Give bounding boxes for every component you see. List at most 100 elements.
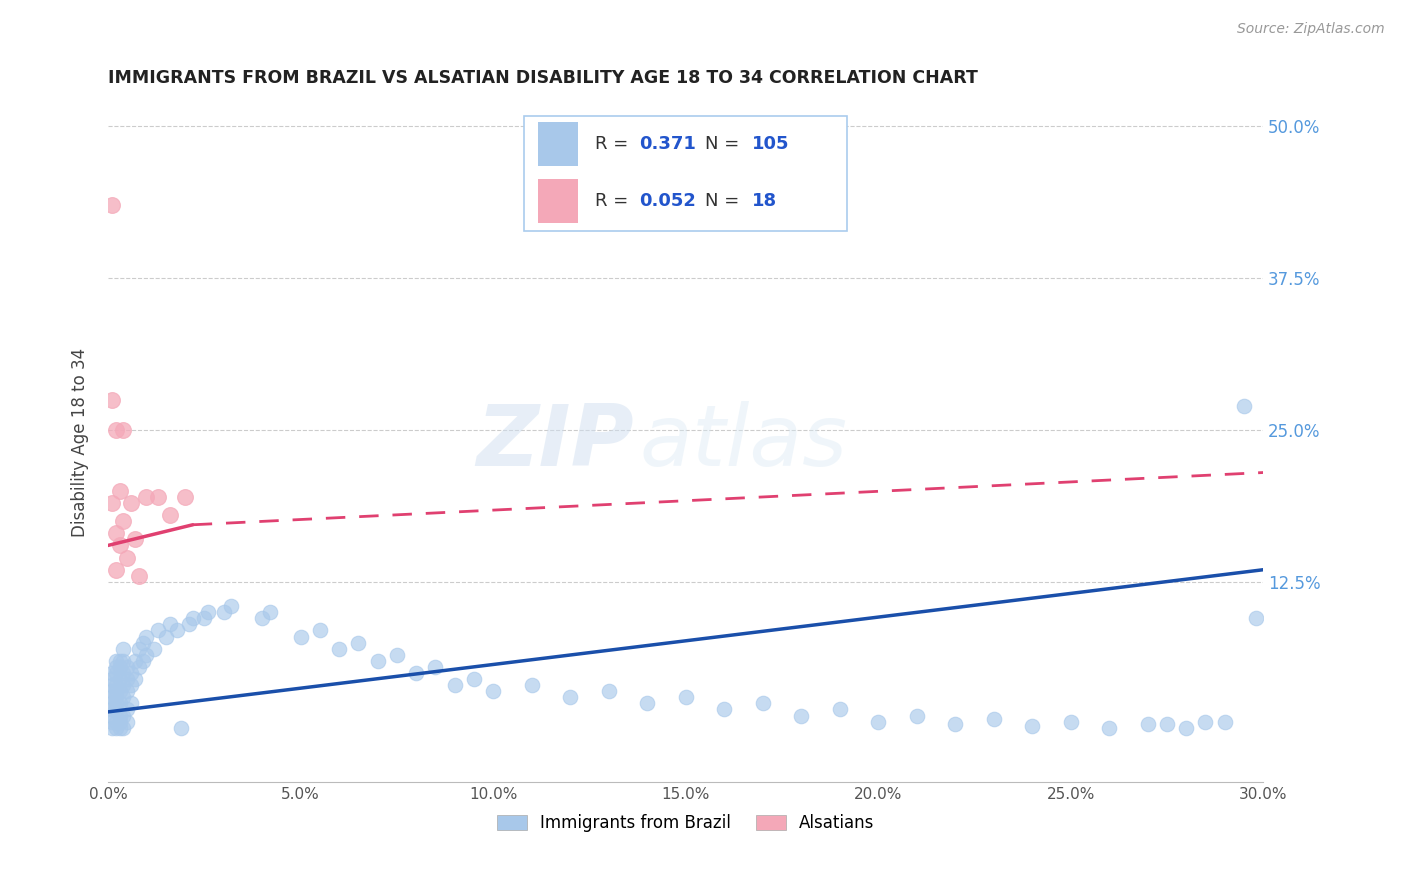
Point bbox=[177, 617, 200, 632]
Point bbox=[120, 678, 142, 692]
Text: 105: 105 bbox=[751, 136, 789, 153]
Point bbox=[135, 630, 157, 644]
Text: Source: ZipAtlas.com: Source: ZipAtlas.com bbox=[1237, 22, 1385, 37]
Point bbox=[108, 714, 131, 729]
Point bbox=[120, 665, 142, 680]
Point bbox=[675, 690, 697, 705]
FancyBboxPatch shape bbox=[537, 122, 578, 166]
Point bbox=[101, 697, 124, 711]
Point bbox=[159, 617, 181, 632]
Point bbox=[101, 690, 124, 705]
Point bbox=[713, 702, 735, 716]
Point bbox=[117, 714, 139, 729]
Point bbox=[112, 654, 135, 668]
Text: ZIP: ZIP bbox=[477, 401, 634, 483]
FancyBboxPatch shape bbox=[537, 178, 578, 223]
Point bbox=[1021, 719, 1043, 733]
Point bbox=[104, 423, 127, 437]
Point bbox=[108, 660, 131, 674]
Point bbox=[135, 490, 157, 504]
Point bbox=[828, 702, 851, 716]
Point bbox=[1175, 721, 1198, 735]
Point bbox=[108, 684, 131, 698]
Point bbox=[155, 630, 177, 644]
Point bbox=[108, 483, 131, 498]
Point bbox=[101, 714, 124, 729]
Point bbox=[1098, 721, 1121, 735]
Point bbox=[636, 697, 658, 711]
Point bbox=[108, 721, 131, 735]
Point bbox=[108, 654, 131, 668]
Point bbox=[104, 702, 127, 716]
FancyBboxPatch shape bbox=[524, 116, 848, 231]
Point bbox=[1194, 714, 1216, 729]
Point bbox=[101, 665, 124, 680]
Point bbox=[166, 624, 188, 638]
Point bbox=[104, 563, 127, 577]
Point bbox=[212, 605, 235, 619]
Point bbox=[124, 533, 146, 547]
Point bbox=[112, 641, 135, 656]
Point bbox=[104, 714, 127, 729]
Point bbox=[112, 678, 135, 692]
Point bbox=[104, 684, 127, 698]
Point bbox=[112, 721, 135, 735]
Point bbox=[219, 599, 242, 614]
Point bbox=[128, 569, 150, 583]
Point bbox=[1233, 399, 1256, 413]
Point bbox=[290, 630, 312, 644]
Point bbox=[117, 672, 139, 686]
Point bbox=[112, 708, 135, 723]
Point bbox=[108, 697, 131, 711]
Point bbox=[1136, 717, 1159, 731]
Point bbox=[108, 538, 131, 552]
Legend: Immigrants from Brazil, Alsatians: Immigrants from Brazil, Alsatians bbox=[496, 814, 875, 832]
Point bbox=[101, 702, 124, 716]
Text: 0.052: 0.052 bbox=[640, 192, 696, 210]
Text: R =: R = bbox=[596, 192, 634, 210]
Point bbox=[104, 697, 127, 711]
Point bbox=[259, 605, 281, 619]
Text: atlas: atlas bbox=[640, 401, 848, 483]
Point bbox=[101, 198, 124, 212]
Point bbox=[104, 678, 127, 692]
Point bbox=[101, 678, 124, 692]
Text: R =: R = bbox=[596, 136, 634, 153]
Text: N =: N = bbox=[706, 192, 745, 210]
Point bbox=[174, 490, 197, 504]
Point bbox=[128, 641, 150, 656]
Text: 18: 18 bbox=[751, 192, 776, 210]
Point bbox=[128, 660, 150, 674]
Point bbox=[598, 684, 620, 698]
Point bbox=[101, 721, 124, 735]
Point bbox=[108, 708, 131, 723]
Point bbox=[790, 708, 813, 723]
Point bbox=[104, 690, 127, 705]
Point bbox=[425, 660, 447, 674]
Point bbox=[443, 678, 465, 692]
Point bbox=[143, 641, 166, 656]
Point bbox=[751, 697, 773, 711]
Point bbox=[159, 508, 181, 522]
Point bbox=[250, 611, 273, 625]
Point bbox=[1244, 611, 1267, 625]
Point bbox=[117, 684, 139, 698]
Point bbox=[120, 496, 142, 510]
Point bbox=[108, 672, 131, 686]
Point bbox=[1060, 714, 1083, 729]
Point bbox=[104, 721, 127, 735]
Point bbox=[124, 672, 146, 686]
Point bbox=[104, 654, 127, 668]
Point bbox=[112, 514, 135, 528]
Point bbox=[131, 635, 153, 649]
Point bbox=[120, 697, 142, 711]
Point bbox=[101, 708, 124, 723]
Point bbox=[197, 605, 219, 619]
Text: 0.371: 0.371 bbox=[640, 136, 696, 153]
Point bbox=[943, 717, 966, 731]
Point bbox=[112, 690, 135, 705]
Point bbox=[482, 684, 505, 698]
Point bbox=[520, 678, 543, 692]
Point bbox=[367, 654, 389, 668]
Point bbox=[112, 665, 135, 680]
